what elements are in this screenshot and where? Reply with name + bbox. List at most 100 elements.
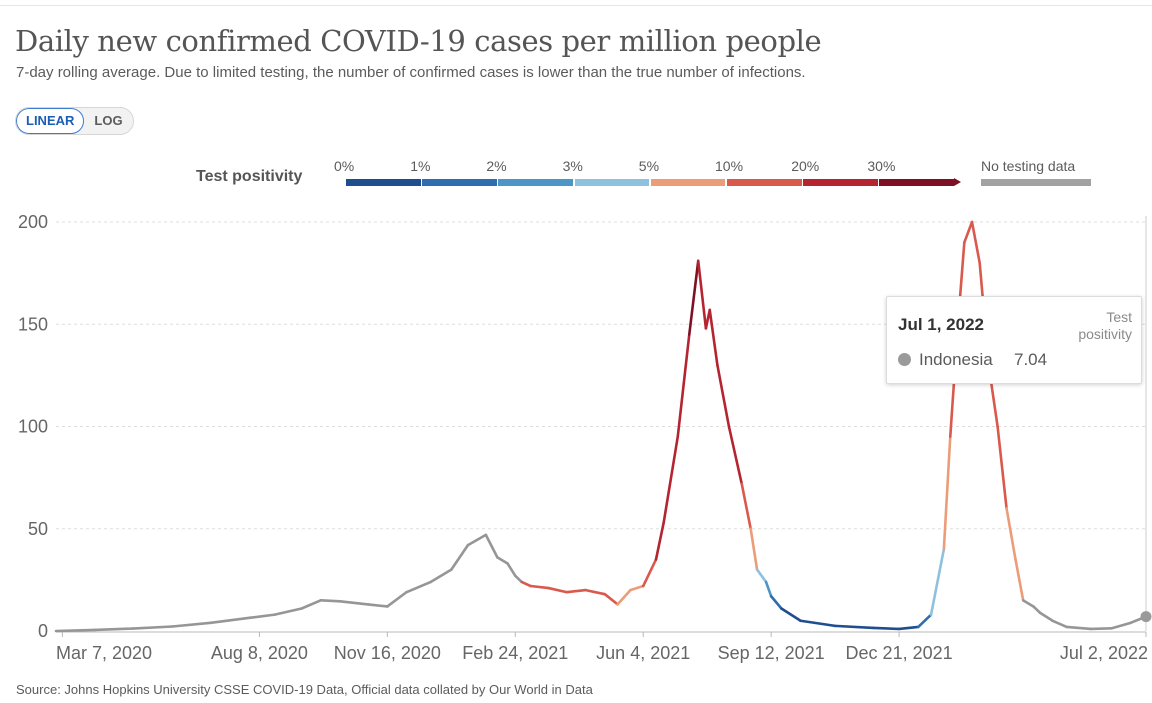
series-segment[interactable] bbox=[676, 333, 691, 439]
legend-bin-swatch[interactable] bbox=[498, 179, 574, 186]
x-tick-label: Nov 16, 2020 bbox=[334, 643, 441, 663]
x-tick-label: Jun 4, 2021 bbox=[596, 643, 690, 663]
linear-scale-button[interactable]: LINEAR bbox=[16, 108, 85, 134]
series-segment[interactable] bbox=[654, 521, 665, 561]
tooltip-date: Jul 1, 2022 bbox=[898, 315, 985, 334]
series-segment[interactable] bbox=[929, 547, 946, 616]
tooltip-series-dot bbox=[898, 353, 911, 366]
series-segment[interactable] bbox=[520, 580, 532, 588]
chart-subtitle: 7-day rolling average. Due to limited te… bbox=[16, 64, 806, 81]
legend-bin-label: 3% bbox=[562, 158, 583, 174]
series-segment[interactable] bbox=[1021, 599, 1035, 608]
series-segment[interactable] bbox=[405, 580, 433, 594]
series-segment[interactable] bbox=[1065, 625, 1093, 631]
series-segment[interactable] bbox=[1005, 506, 1017, 561]
series-segment[interactable] bbox=[1014, 558, 1025, 602]
series-segment[interactable] bbox=[273, 607, 303, 616]
y-tick-label: 100 bbox=[18, 417, 48, 437]
series-segment[interactable] bbox=[629, 584, 645, 592]
series-segment[interactable] bbox=[450, 543, 470, 571]
series-segment[interactable] bbox=[963, 220, 974, 244]
legend-bin-label: 1% bbox=[410, 158, 431, 174]
series-segment[interactable] bbox=[687, 259, 700, 336]
series-end-point[interactable] bbox=[1140, 611, 1152, 623]
x-tick-label: Dec 21, 2021 bbox=[846, 643, 953, 663]
legend-bin-swatch[interactable] bbox=[650, 179, 726, 186]
series-segment[interactable] bbox=[513, 574, 523, 584]
line-chart[interactable]: 0 50 100 150 200 Mar 7, 2020 Aug 8, 2020 Nov 16… bbox=[0, 200, 1152, 670]
series-segment[interactable] bbox=[696, 259, 708, 330]
tooltip-column-header: Test positivity bbox=[1078, 309, 1132, 342]
series-segment[interactable] bbox=[769, 594, 783, 610]
series-segment[interactable] bbox=[171, 621, 213, 628]
legend-bin-swatch[interactable] bbox=[879, 179, 955, 186]
series-segment[interactable] bbox=[764, 580, 773, 598]
legend-bin-label: 5% bbox=[638, 158, 660, 174]
series-segment[interactable] bbox=[833, 624, 875, 630]
series-segment[interactable] bbox=[429, 568, 453, 584]
series-segment[interactable] bbox=[1051, 619, 1068, 629]
series-segment[interactable] bbox=[716, 363, 731, 428]
legend-bin-label: 0% bbox=[334, 158, 355, 174]
scale-toggle: LINEAR LOG bbox=[15, 107, 134, 135]
series-segment[interactable] bbox=[727, 425, 744, 486]
series-segment[interactable] bbox=[616, 588, 632, 606]
chart-title: Daily new confirmed COVID-19 cases per m… bbox=[15, 24, 822, 58]
source-note: Source: Johns Hopkins University CSSE CO… bbox=[16, 682, 593, 697]
series-segment[interactable] bbox=[641, 558, 658, 588]
series-segment[interactable] bbox=[942, 435, 952, 551]
series-segment[interactable] bbox=[209, 616, 252, 625]
series-segment[interactable] bbox=[249, 613, 277, 620]
legend-bin-swatch[interactable] bbox=[803, 179, 878, 186]
series-segment[interactable] bbox=[970, 220, 981, 265]
series-segment[interactable] bbox=[799, 619, 837, 628]
legend-bin-swatch[interactable] bbox=[727, 179, 802, 186]
series-segment[interactable] bbox=[662, 435, 680, 524]
legend-bin-label: 30% bbox=[867, 158, 896, 174]
tooltip-value: 7.04 bbox=[1014, 350, 1048, 369]
legend-bin-label: 20% bbox=[791, 158, 820, 174]
series-segment[interactable] bbox=[872, 626, 901, 631]
series-segment[interactable] bbox=[366, 603, 389, 608]
series-segment[interactable] bbox=[131, 625, 174, 630]
series-segment[interactable] bbox=[740, 482, 752, 531]
legend-no-data-swatch bbox=[981, 179, 1091, 186]
series-segment[interactable] bbox=[749, 527, 759, 571]
x-tick-label: Jul 2, 2022 bbox=[1060, 643, 1148, 663]
series-segment[interactable] bbox=[584, 588, 607, 596]
legend-bin-label: 2% bbox=[486, 158, 507, 174]
log-scale-button[interactable]: LOG bbox=[94, 113, 123, 128]
series-segment[interactable] bbox=[300, 599, 323, 610]
series-segment[interactable] bbox=[603, 592, 619, 606]
series-segment[interactable] bbox=[996, 425, 1008, 510]
legend-bin-swatch[interactable] bbox=[422, 179, 497, 186]
legend-bin-swatch[interactable] bbox=[346, 179, 421, 186]
series-segment[interactable] bbox=[484, 533, 499, 559]
series-segment[interactable] bbox=[708, 308, 719, 367]
series-segment[interactable] bbox=[565, 588, 587, 594]
series-segment[interactable] bbox=[529, 584, 550, 590]
series-segment[interactable] bbox=[319, 599, 342, 603]
x-tick-label: Feb 24, 2021 bbox=[462, 643, 568, 663]
series-segment[interactable] bbox=[1032, 605, 1042, 614]
series-segment[interactable] bbox=[386, 590, 408, 608]
series-segment[interactable] bbox=[1089, 627, 1113, 631]
y-tick-label: 0 bbox=[38, 621, 48, 641]
x-tick-label: Aug 8, 2020 bbox=[211, 643, 308, 663]
series-segment[interactable] bbox=[1038, 611, 1054, 623]
x-tick-label: Sep 12, 2021 bbox=[718, 643, 825, 663]
series-segment[interactable] bbox=[780, 607, 802, 623]
series-segment[interactable] bbox=[54, 628, 96, 633]
series-segment[interactable] bbox=[506, 562, 517, 578]
series-segment[interactable] bbox=[338, 600, 370, 606]
series-segment[interactable] bbox=[897, 625, 920, 631]
series-segment[interactable] bbox=[1110, 621, 1132, 630]
series-segment[interactable] bbox=[466, 533, 488, 547]
series-segment[interactable] bbox=[496, 556, 509, 565]
legend-bin-swatch[interactable] bbox=[574, 179, 650, 186]
series-segment[interactable] bbox=[916, 613, 933, 629]
x-tick-label: Mar 7, 2020 bbox=[56, 643, 152, 663]
series-segment[interactable] bbox=[755, 568, 768, 584]
series-segment[interactable] bbox=[93, 627, 135, 632]
series-segment[interactable] bbox=[547, 586, 568, 594]
